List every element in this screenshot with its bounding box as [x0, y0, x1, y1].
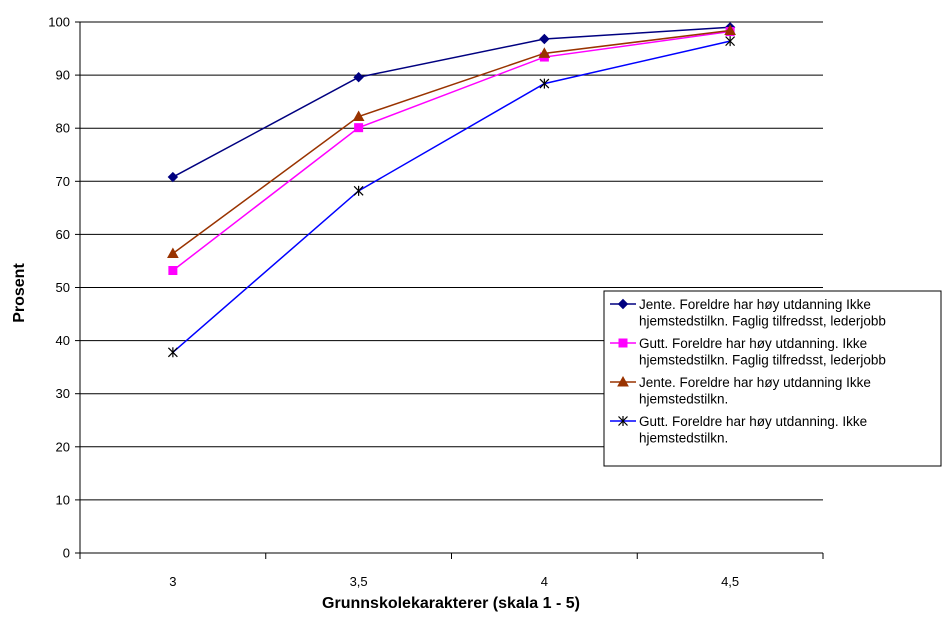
- legend-label: Gutt. Foreldre har høy utdanning. Ikke: [639, 336, 867, 351]
- legend-item: Jente. Foreldre har høy utdanning Ikke hj…: [610, 375, 871, 407]
- data-point: [354, 123, 364, 133]
- legend-marker: [617, 375, 629, 387]
- series-3: [167, 24, 736, 259]
- y-tick-label: 60: [56, 227, 70, 242]
- y-tick-label: 40: [56, 333, 70, 348]
- legend-item: Gutt. Foreldre har høy utdanning. Ikke hj…: [610, 336, 886, 368]
- legend-marker: [618, 338, 628, 348]
- y-axis-title: Prosent: [11, 263, 28, 323]
- legend-label: hjemstedstilkn.: [639, 392, 728, 407]
- x-axis-title: Grunnskolekarakterer (skala 1 - 5): [322, 595, 580, 612]
- y-tick-label: 30: [56, 386, 70, 401]
- legend-label: Jente. Foreldre har høy utdanning Ikke: [639, 297, 871, 312]
- grid-layer: [80, 21, 823, 554]
- y-tick-label: 100: [48, 15, 70, 30]
- legend-label: Gutt. Foreldre har høy utdanning. Ikke: [639, 414, 867, 429]
- legend-label: hjemstedstilkn.: [639, 431, 728, 446]
- y-tick-label: 80: [56, 121, 70, 136]
- legend-item: Gutt. Foreldre har høy utdanning. Ikke hj…: [610, 414, 867, 446]
- data-point: [353, 185, 364, 196]
- series-1: [167, 22, 736, 183]
- data-point: [167, 247, 179, 259]
- y-tick-label: 90: [56, 68, 70, 83]
- data-point: [725, 36, 736, 47]
- series-line: [172, 29, 731, 255]
- legend-label: Jente. Foreldre har høy utdanning Ikke: [639, 375, 871, 390]
- legend-label: hjemstedstilkn. Faglig tilfredsst, leder…: [639, 314, 886, 329]
- x-tick-label: 4: [541, 574, 548, 589]
- series-2: [168, 27, 735, 276]
- data-point: [538, 47, 551, 58]
- x-tick-label: 4,5: [721, 574, 739, 589]
- series-layer: [167, 22, 736, 358]
- y-tick-label: 20: [56, 439, 70, 454]
- y-tick-label: 50: [56, 280, 70, 295]
- legend-label: hjemstedstilkn. Faglig tilfredsst, leder…: [639, 353, 886, 368]
- data-point: [353, 72, 364, 83]
- data-point: [352, 110, 365, 122]
- data-point: [539, 78, 550, 89]
- y-tick-label: 0: [63, 546, 70, 561]
- legend-marker: [617, 298, 629, 310]
- series-line: [172, 26, 731, 178]
- data-point: [167, 171, 179, 183]
- series-line: [172, 40, 731, 353]
- data-point: [539, 33, 550, 45]
- series-4: [167, 36, 736, 358]
- legend-marker: [618, 416, 628, 426]
- legend: Jente. Foreldre har høy utdanning Ikke hj…: [603, 290, 942, 467]
- data-point: [168, 266, 178, 276]
- data-point: [167, 347, 178, 358]
- axis-layer: 0 10 20 30 40 50 60 70 80 90 100 3 3,5 4 4,5: [48, 15, 824, 589]
- x-tick-label: 3,5: [350, 574, 368, 589]
- y-tick-label: 70: [56, 174, 70, 189]
- legend-item: Jente. Foreldre har høy utdanning Ikke hj…: [610, 297, 886, 329]
- y-tick-label: 10: [56, 492, 70, 507]
- data-point: [724, 24, 736, 35]
- legend-box: [603, 290, 942, 467]
- x-tick-label: 3: [169, 574, 176, 589]
- series-line: [172, 30, 731, 272]
